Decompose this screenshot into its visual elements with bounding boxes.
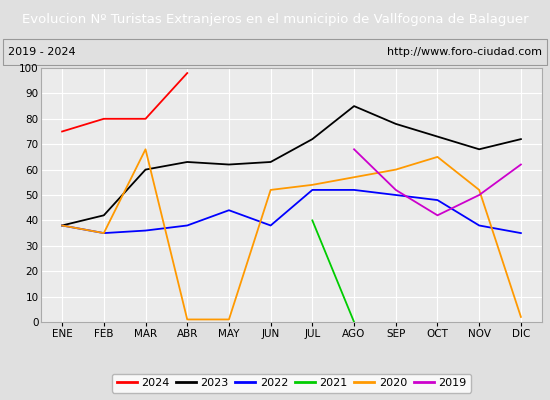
Text: Evolucion Nº Turistas Extranjeros en el municipio de Vallfogona de Balaguer: Evolucion Nº Turistas Extranjeros en el … (21, 12, 529, 26)
Text: 2019 - 2024: 2019 - 2024 (8, 47, 76, 57)
Text: http://www.foro-ciudad.com: http://www.foro-ciudad.com (387, 47, 542, 57)
Legend: 2024, 2023, 2022, 2021, 2020, 2019: 2024, 2023, 2022, 2021, 2020, 2019 (112, 374, 471, 393)
